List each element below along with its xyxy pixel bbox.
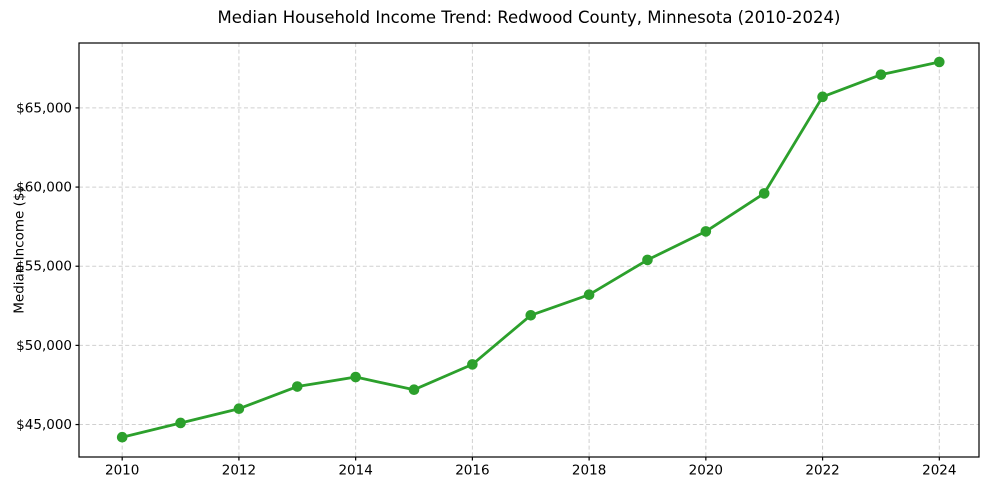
- data-point-2011: [175, 417, 186, 429]
- data-point-2020: [700, 226, 712, 237]
- data-point-2022: [817, 91, 828, 103]
- y-tick-label: $50,000: [16, 338, 72, 354]
- data-point-2013: [291, 381, 303, 392]
- data-point-2023: [875, 69, 887, 80]
- data-point-2012: [233, 403, 245, 415]
- x-tick-label: 2016: [455, 463, 489, 479]
- trend-line: [120, 60, 941, 439]
- x-tick-label: 2024: [922, 463, 956, 479]
- data-point-2017: [525, 310, 537, 321]
- x-tick-label: 2014: [338, 463, 372, 479]
- axes-frame: [78, 42, 980, 458]
- data-point-2014: [350, 371, 361, 383]
- x-tick-label: 2012: [222, 463, 256, 479]
- y-tick-label: $60,000: [16, 180, 72, 196]
- y-tick-label: $65,000: [16, 100, 72, 116]
- data-point-2010: [116, 431, 128, 443]
- x-tick-label: 2020: [689, 463, 723, 479]
- x-tick-label: 2010: [105, 463, 139, 479]
- y-tick-label: $45,000: [16, 417, 72, 433]
- data-point-2019: [642, 254, 653, 266]
- chart-title: Median Household Income Trend: Redwood C…: [217, 8, 841, 27]
- x-tick-label: 2018: [572, 463, 606, 479]
- y-tick-label: $55,000: [16, 259, 72, 275]
- data-point-2018: [583, 289, 595, 301]
- data-point-2021: [758, 188, 770, 199]
- data-point-2024: [934, 56, 945, 68]
- data-point-2015: [408, 384, 420, 396]
- data-point-2016: [467, 359, 478, 370]
- x-tick-label: 2022: [805, 463, 839, 479]
